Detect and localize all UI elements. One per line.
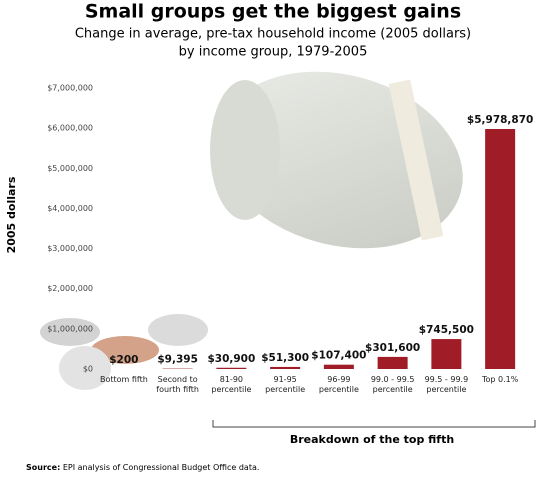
bar bbox=[270, 366, 301, 369]
value-label: $107,400 bbox=[311, 350, 366, 362]
y-tick-label: $4,000,000 bbox=[47, 204, 93, 213]
x-tick-label: 81-90 percentile bbox=[211, 375, 252, 394]
x-tick-label: Bottom fifth bbox=[99, 375, 148, 384]
x-tick-label: Second to fourth fifth bbox=[156, 375, 199, 394]
y-tick-label: $0 bbox=[83, 365, 93, 374]
chart-subtitle: Change in average, pre-tax household inc… bbox=[75, 27, 471, 42]
bar bbox=[323, 364, 354, 369]
annotation: Breakdown of the top fifth bbox=[290, 433, 454, 446]
chart-title: Small groups get the biggest gains bbox=[85, 1, 461, 23]
y-tick-label: $1,000,000 bbox=[47, 324, 93, 333]
y-tick-label: $2,000,000 bbox=[47, 284, 93, 293]
y-tick-label: $5,000,000 bbox=[47, 164, 93, 173]
bar bbox=[377, 356, 408, 369]
x-tick-label: Top 0.1% bbox=[481, 375, 519, 384]
value-label: $301,600 bbox=[365, 342, 420, 354]
bracket bbox=[212, 420, 536, 428]
value-label: $200 bbox=[109, 354, 138, 366]
bar bbox=[216, 367, 247, 369]
value-label: $51,300 bbox=[261, 352, 309, 364]
bar bbox=[431, 339, 462, 369]
x-tick-label: 96-99 percentile bbox=[318, 375, 359, 394]
value-label: $30,900 bbox=[207, 353, 255, 365]
y-tick-label: $7,000,000 bbox=[47, 84, 93, 93]
decoration bbox=[40, 71, 463, 390]
value-label: $5,978,870 bbox=[467, 114, 533, 126]
x-tick-label: 99.5 - 99.9 percentile bbox=[424, 375, 469, 394]
source: Source: EPI analysis of Congressional Bu… bbox=[26, 463, 259, 472]
y-tick-label: $6,000,000 bbox=[47, 124, 93, 133]
y-axis-label: 2005 dollars bbox=[5, 176, 18, 253]
source-label: Source: bbox=[26, 463, 60, 472]
bar bbox=[485, 128, 516, 369]
x-tick-label: 91-95 percentile bbox=[265, 375, 306, 394]
value-label: $745,500 bbox=[419, 324, 474, 336]
y-tick-label: $3,000,000 bbox=[47, 244, 93, 253]
source-text: EPI analysis of Congressional Budget Off… bbox=[63, 463, 260, 472]
chart-subtitle: by income group, 1979-2005 bbox=[179, 45, 368, 60]
value-label: $9,395 bbox=[157, 354, 198, 366]
x-tick-label: 99.0 - 99.5 percentile bbox=[370, 375, 415, 394]
